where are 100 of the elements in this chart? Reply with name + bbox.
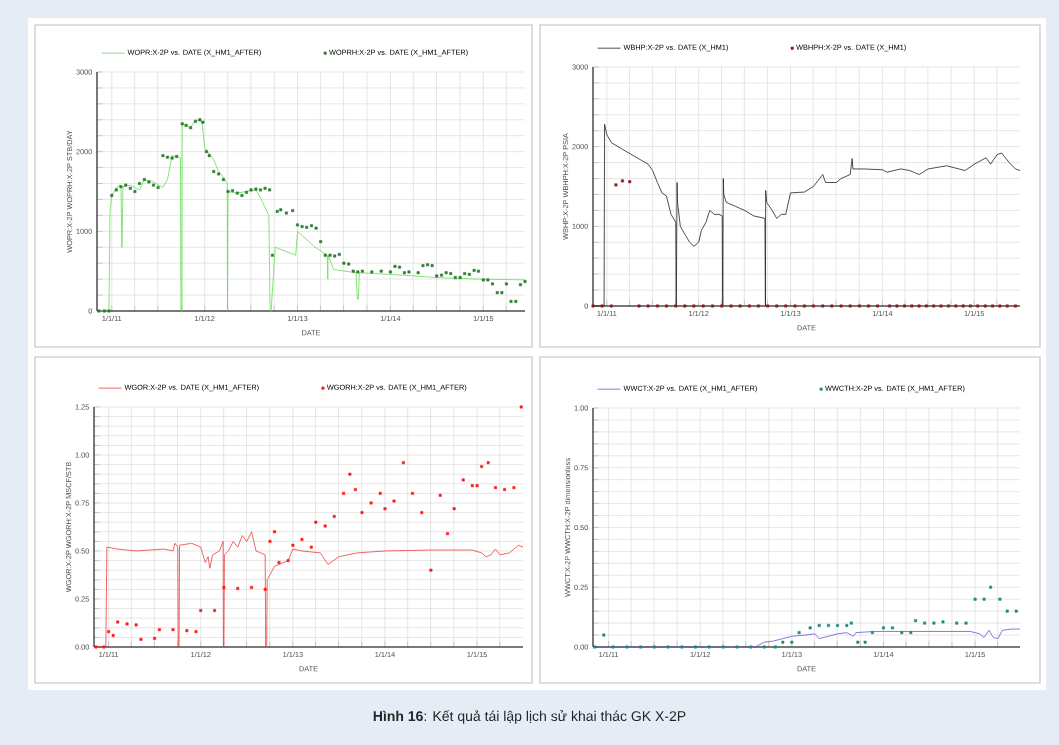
point <box>827 624 830 627</box>
point <box>213 609 217 612</box>
point <box>932 621 936 625</box>
point <box>378 491 382 495</box>
point <box>982 597 986 601</box>
point <box>171 628 175 632</box>
point <box>273 530 276 534</box>
point <box>692 304 696 308</box>
point <box>821 304 825 308</box>
point <box>817 624 821 627</box>
point <box>775 304 779 308</box>
point <box>314 520 318 524</box>
point <box>111 634 115 637</box>
point <box>600 304 604 308</box>
point <box>961 304 965 308</box>
point <box>836 624 839 627</box>
point <box>268 539 272 543</box>
point <box>286 559 290 563</box>
point <box>749 645 753 649</box>
point <box>845 624 849 627</box>
point <box>762 645 766 649</box>
point <box>983 304 987 308</box>
point <box>747 304 751 308</box>
point <box>830 304 834 308</box>
point <box>903 304 906 308</box>
point <box>839 304 843 308</box>
point <box>655 304 659 308</box>
point <box>332 514 336 518</box>
point <box>729 304 733 308</box>
point <box>199 609 203 612</box>
point <box>360 511 364 515</box>
point <box>609 304 613 308</box>
point <box>452 507 456 511</box>
point <box>480 465 484 468</box>
point <box>738 304 742 308</box>
point <box>773 645 777 649</box>
point <box>781 640 785 644</box>
point <box>1014 609 1018 613</box>
point <box>591 304 595 308</box>
point <box>917 304 921 308</box>
point <box>1005 609 1009 613</box>
point <box>94 645 98 649</box>
point <box>153 636 157 640</box>
point <box>867 304 870 308</box>
point <box>707 645 711 649</box>
point <box>652 645 656 649</box>
point <box>185 629 189 633</box>
point <box>954 304 958 308</box>
point <box>895 304 899 308</box>
point <box>1005 304 1009 308</box>
point <box>924 304 928 308</box>
point <box>941 620 945 624</box>
point <box>947 304 951 308</box>
point <box>900 631 904 635</box>
point <box>923 621 927 625</box>
point <box>401 461 405 465</box>
point <box>735 645 739 649</box>
point <box>625 645 629 649</box>
point <box>802 304 806 308</box>
point <box>369 501 373 505</box>
point <box>519 405 523 409</box>
point <box>639 645 643 649</box>
point <box>602 633 606 637</box>
point <box>674 304 678 308</box>
point <box>665 304 668 308</box>
point <box>263 587 267 591</box>
point <box>461 478 465 482</box>
point <box>991 304 995 308</box>
point <box>973 597 977 601</box>
point <box>784 304 788 308</box>
point <box>139 637 143 641</box>
point <box>701 304 705 308</box>
point <box>720 304 724 308</box>
point <box>512 486 516 490</box>
point <box>438 493 442 497</box>
point <box>222 585 226 589</box>
text: Hình 16: Kết quả tái lập lịch sử khai thác GK X-2P <box>373 710 686 724</box>
point <box>646 304 650 308</box>
point <box>348 472 352 476</box>
point <box>475 484 479 488</box>
point <box>323 524 327 528</box>
point <box>964 621 968 625</box>
point <box>721 645 725 649</box>
point <box>876 304 880 308</box>
point <box>236 586 240 590</box>
point <box>420 511 424 515</box>
point <box>157 628 161 632</box>
point <box>989 585 993 589</box>
point <box>383 507 387 511</box>
point <box>134 623 138 627</box>
point <box>637 304 641 308</box>
point <box>939 304 943 308</box>
point <box>955 621 959 625</box>
point <box>300 537 304 541</box>
point <box>863 640 867 644</box>
point <box>909 631 913 635</box>
point <box>683 304 687 308</box>
point <box>411 491 414 495</box>
point <box>766 304 770 308</box>
point <box>680 645 684 649</box>
